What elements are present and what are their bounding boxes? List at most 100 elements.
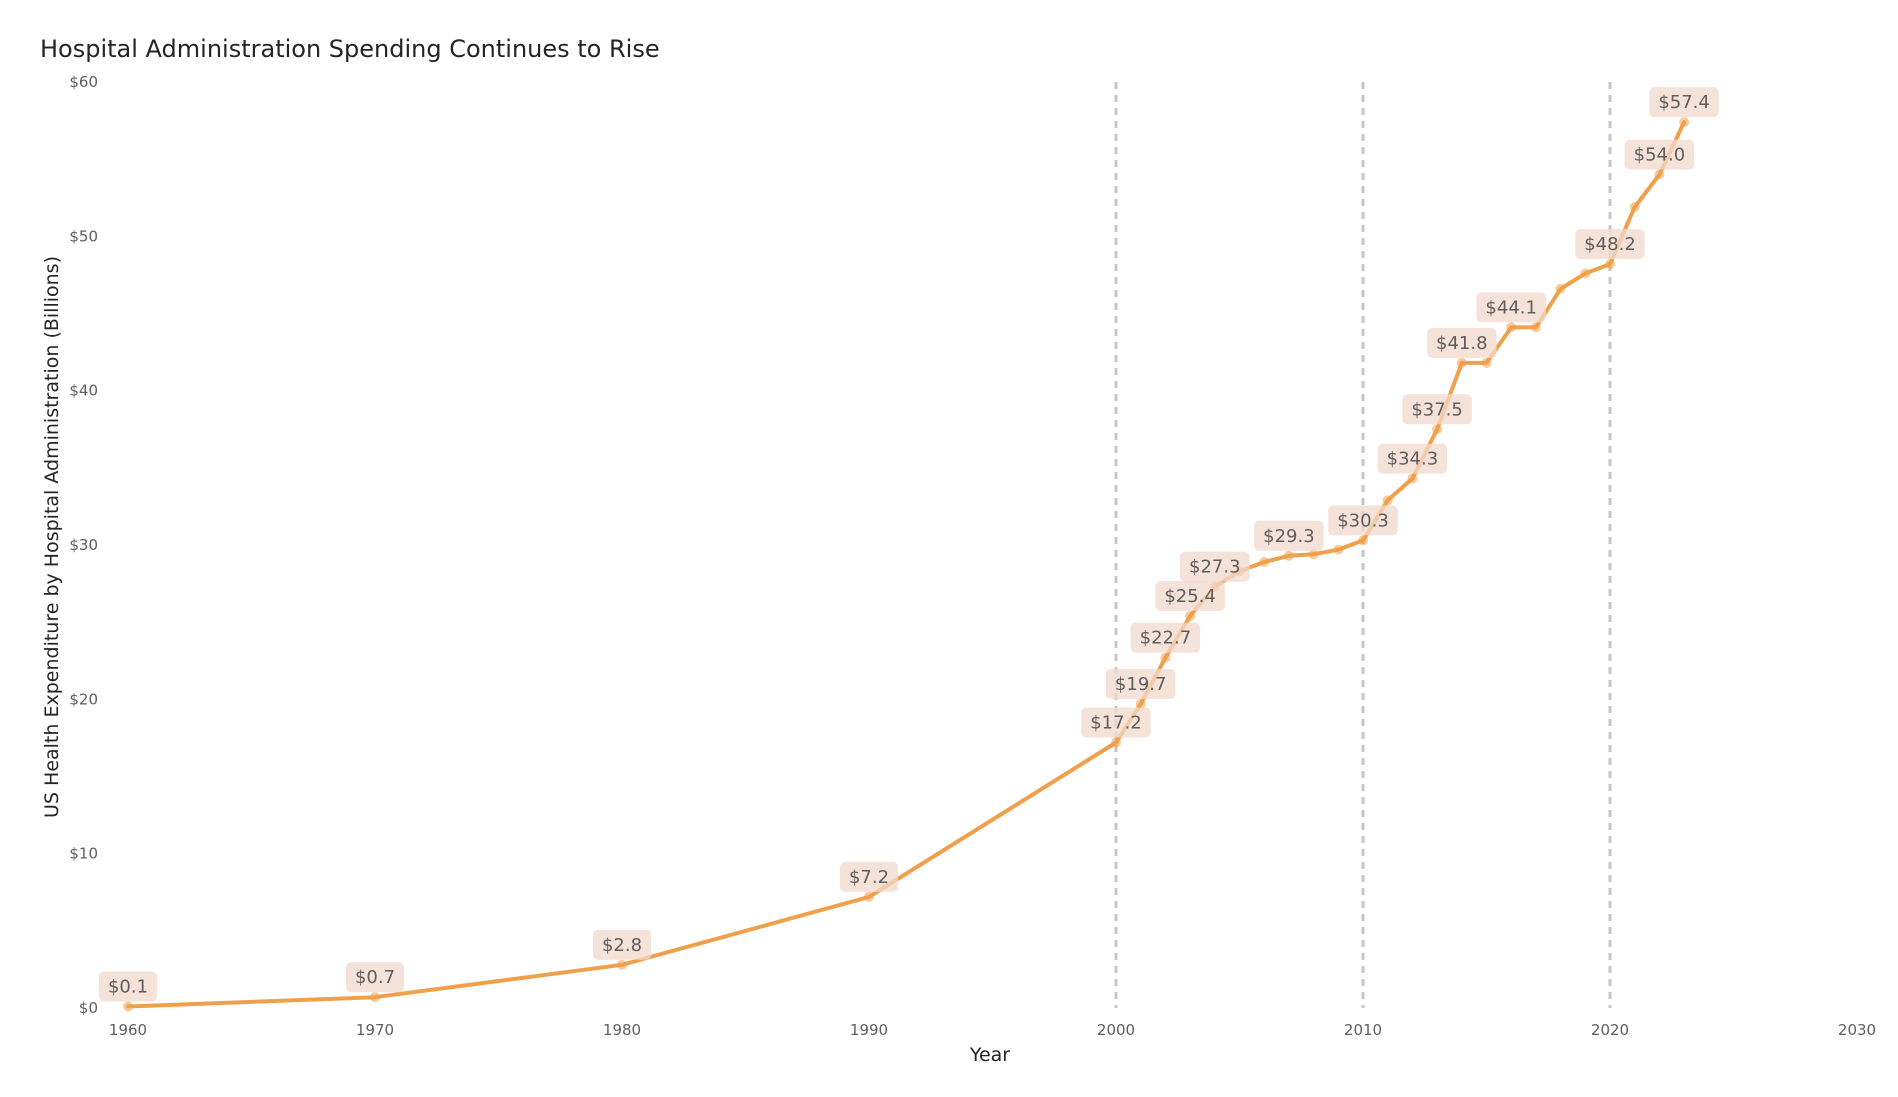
- data-label-background: [1081, 707, 1151, 738]
- data-point-2014[interactable]: [1456, 357, 1467, 368]
- series-line: [126, 120, 1687, 1009]
- data-point-2003[interactable]: [1185, 610, 1196, 621]
- data-label-text: $19.7: [1115, 674, 1167, 695]
- x-tick-label: 2000: [1097, 1021, 1135, 1039]
- data-point-2015[interactable]: [1481, 357, 1492, 368]
- data-label-background: [1575, 229, 1645, 260]
- data-point-2002[interactable]: [1160, 652, 1171, 663]
- data-label-2001: $19.7: [1105, 668, 1176, 699]
- data-label-text: $30.3: [1337, 510, 1389, 531]
- data-point-2006[interactable]: [1259, 556, 1270, 567]
- data-point-2007[interactable]: [1283, 550, 1294, 561]
- data-label-text: $2.8: [602, 935, 642, 956]
- data-label-background: [1254, 520, 1324, 551]
- data-point-2009[interactable]: [1333, 544, 1344, 555]
- data-point-2023[interactable]: [1679, 117, 1690, 128]
- data-point-1990[interactable]: [864, 891, 874, 902]
- data-label-background: [98, 971, 158, 1002]
- data-label-background: [1377, 443, 1448, 474]
- data-label-2022: $54.0: [1624, 139, 1695, 170]
- data-label-text: $41.8: [1436, 333, 1488, 354]
- data-label-2013: $37.5: [1402, 394, 1472, 425]
- x-axis-title: Year: [969, 1044, 1010, 1066]
- data-label-background: [592, 929, 652, 960]
- x-tick-label: 1960: [109, 1021, 147, 1039]
- x-tick-label: 1970: [356, 1021, 394, 1039]
- data-label-text: $34.3: [1387, 449, 1439, 470]
- data-point-2010[interactable]: [1358, 535, 1368, 546]
- data-point-2017[interactable]: [1530, 322, 1541, 333]
- y-axis-title: US Health Expenditure by Hospital Admini…: [41, 256, 63, 818]
- data-label-text: $0.1: [108, 976, 148, 997]
- data-label-background: [1130, 622, 1201, 653]
- series-layer: [123, 117, 1690, 1012]
- data-label-2012: $34.3: [1377, 443, 1448, 474]
- x-axis-ticks: 1960 1970 1980 1990 2000 2010 2020 2030: [109, 1021, 1876, 1039]
- data-label-text: $37.5: [1411, 399, 1463, 420]
- data-label-text: $0.7: [355, 967, 395, 988]
- data-label-text: $48.2: [1584, 234, 1636, 255]
- data-label-background: [1105, 668, 1176, 699]
- data-label-background: [1402, 394, 1472, 425]
- data-point-2013[interactable]: [1432, 424, 1443, 435]
- data-label-text: $29.3: [1263, 526, 1315, 547]
- data-label-2010: $30.3: [1328, 505, 1398, 536]
- y-tick-label: $10: [69, 845, 98, 863]
- x-tick-label: 2030: [1838, 1021, 1876, 1039]
- x-tick-label: 1990: [850, 1021, 888, 1039]
- data-label-2023: $57.4: [1649, 87, 1719, 118]
- data-point-2020[interactable]: [1605, 259, 1615, 270]
- data-label-text: $25.4: [1164, 586, 1216, 607]
- data-label-2020: $48.2: [1575, 229, 1645, 260]
- y-tick-label: $60: [69, 73, 98, 91]
- data-label-background: [1328, 505, 1398, 536]
- data-label-background: [1427, 327, 1497, 358]
- data-point-2000[interactable]: [1111, 737, 1121, 748]
- data-point-1980[interactable]: [617, 959, 627, 970]
- data-label-1990: $7.2: [839, 861, 899, 892]
- data-label-background: [1649, 87, 1719, 118]
- reference-lines: [1114, 82, 1612, 1008]
- y-tick-label: $0: [79, 999, 98, 1017]
- y-tick-label: $20: [69, 690, 98, 708]
- data-label-text: $54.0: [1634, 145, 1686, 166]
- data-point-2016[interactable]: [1506, 322, 1517, 333]
- data-label-background: [1476, 292, 1546, 323]
- data-label-text: $27.3: [1189, 557, 1241, 578]
- data-point-2021[interactable]: [1629, 202, 1640, 213]
- data-label-background: [1155, 580, 1225, 611]
- data-label-2000: $17.2: [1081, 707, 1151, 738]
- data-label-background: [1180, 551, 1250, 582]
- y-tick-label: $50: [69, 227, 98, 245]
- y-axis-ticks: $0 $10 $20 $30 $40 $50 $60: [69, 73, 98, 1017]
- data-label-text: $17.2: [1090, 713, 1142, 734]
- data-label-text: $44.1: [1485, 297, 1537, 318]
- data-label-1980: $2.8: [592, 929, 652, 960]
- data-point-2012[interactable]: [1407, 473, 1418, 484]
- data-point-2018[interactable]: [1555, 283, 1566, 294]
- data-label-text: $57.4: [1658, 92, 1710, 113]
- data-label-2002: $22.7: [1130, 622, 1201, 653]
- data-point-2022[interactable]: [1654, 169, 1665, 180]
- chart-title: Hospital Administration Spending Continu…: [40, 35, 660, 63]
- data-point-1960[interactable]: [123, 1001, 133, 1012]
- data-label-background: [839, 861, 899, 892]
- x-tick-label: 2010: [1344, 1021, 1382, 1039]
- data-label-text: $7.2: [849, 867, 889, 888]
- data-label-2007: $29.3: [1254, 520, 1324, 551]
- y-tick-label: $40: [69, 382, 98, 400]
- data-point-2008[interactable]: [1308, 549, 1319, 560]
- data-label-2003: $25.4: [1155, 580, 1225, 611]
- data-label-text: $22.7: [1140, 628, 1192, 649]
- x-tick-label: 1980: [603, 1021, 641, 1039]
- data-point-2019[interactable]: [1580, 268, 1591, 279]
- data-label-1970: $0.7: [345, 962, 405, 993]
- data-point-2001[interactable]: [1135, 698, 1146, 709]
- data-label-2004: $27.3: [1180, 551, 1250, 582]
- data-label-1960: $0.1: [98, 971, 158, 1002]
- data-point-2011[interactable]: [1382, 495, 1393, 506]
- data-point-1970[interactable]: [370, 992, 380, 1003]
- y-tick-label: $30: [69, 536, 98, 554]
- data-label-background: [345, 962, 405, 993]
